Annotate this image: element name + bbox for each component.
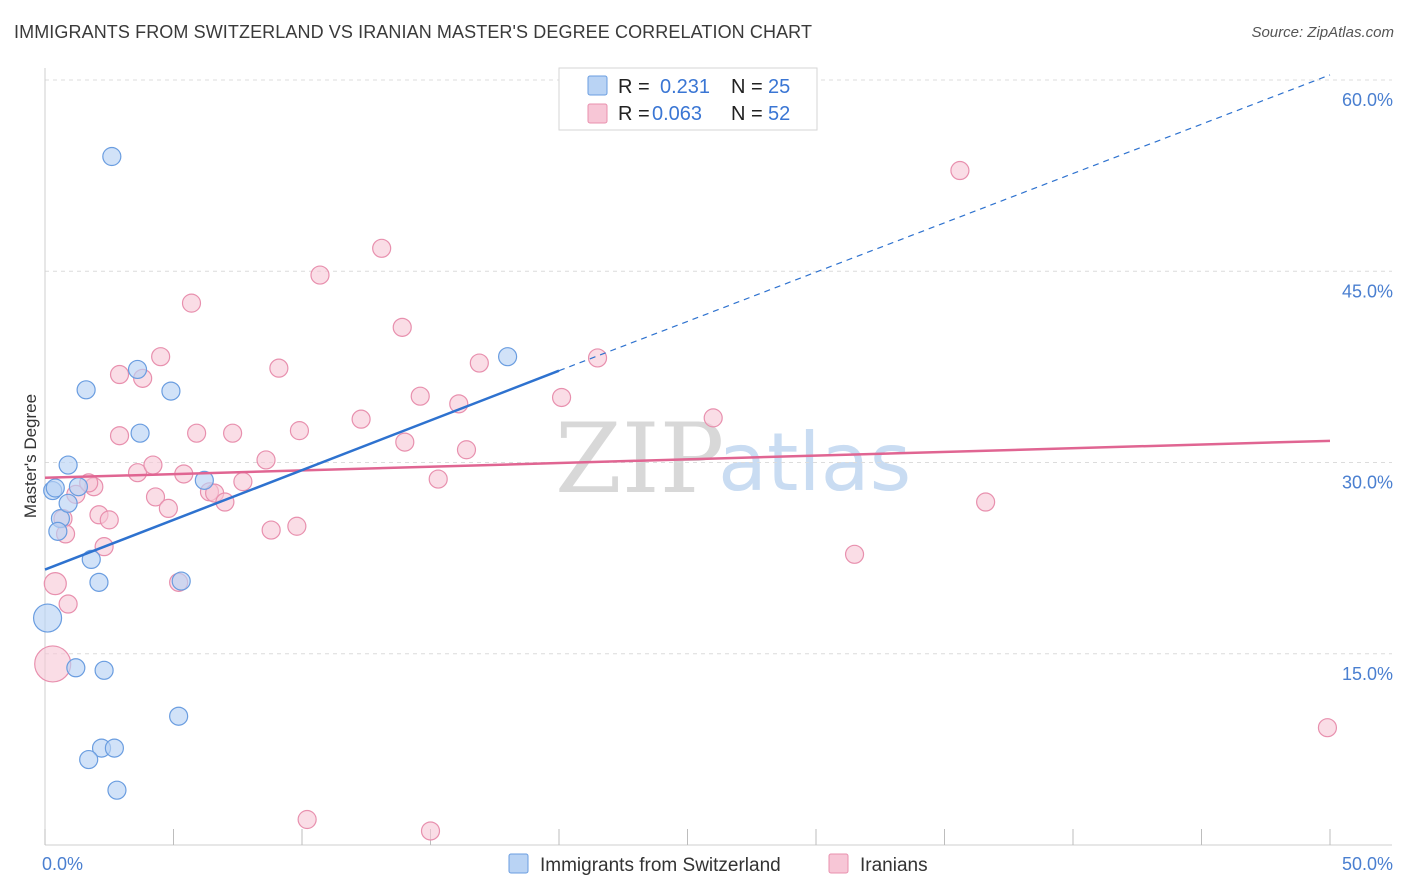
legend-r-value: 0.231	[660, 76, 710, 98]
iranians-point	[256, 450, 276, 470]
series-legend: Immigrants from Switzerland Iranians	[508, 853, 928, 876]
iranians-point	[158, 498, 178, 518]
switzerland-point	[58, 455, 78, 475]
iranians-point	[43, 572, 67, 596]
switzerland-point	[102, 146, 122, 167]
switzerland-point	[94, 660, 114, 680]
iranians-point	[223, 423, 243, 443]
switzerland-point	[107, 780, 127, 800]
iranians-point	[392, 317, 412, 337]
switzerland-point	[45, 478, 65, 498]
iranians-point	[703, 408, 723, 428]
y-tick-label: 15.0%	[1342, 664, 1393, 684]
y-tick-label: 45.0%	[1342, 281, 1393, 301]
x-tick-labels: 0.0% 50.0%	[42, 854, 1393, 874]
switzerland-point	[127, 359, 148, 380]
switzerland-point	[79, 749, 99, 770]
switzerland-point	[194, 470, 214, 490]
switzerland-point	[48, 521, 68, 541]
legend-n-value: 52	[768, 103, 790, 125]
iranians-point	[420, 821, 441, 841]
iranians-point	[109, 426, 130, 446]
legend-n-label: N =	[731, 103, 763, 125]
iranians-point	[261, 520, 281, 540]
y-tick-labels: 15.0% 30.0% 45.0% 60.0%	[1342, 90, 1393, 684]
iranians-point	[287, 516, 307, 536]
switzerland-point	[32, 603, 63, 633]
switzerland-point	[104, 738, 124, 758]
iranians-point	[351, 409, 371, 429]
iranians-point	[844, 544, 865, 564]
switzerland-point	[169, 706, 189, 726]
legend-label-iranians: Iranians	[860, 855, 928, 876]
iranians-trendline	[44, 439, 1331, 480]
iranians-point	[428, 469, 448, 489]
iranians-point	[297, 809, 317, 830]
iranians-point	[1317, 718, 1338, 738]
switzerland-point	[161, 381, 181, 401]
iranians-point	[145, 487, 166, 507]
iranians-point	[372, 238, 392, 258]
y-axis-title: Master's Degree	[21, 394, 40, 518]
trendlines	[44, 74, 1331, 571]
iranians-point	[99, 510, 119, 530]
switzerland-point	[89, 572, 109, 592]
switzerland-point	[58, 493, 78, 513]
legend-n-value: 25	[768, 76, 790, 98]
iranians-point	[34, 645, 72, 683]
iranians-point	[109, 364, 130, 385]
switzerland-trendline-extension	[558, 74, 1331, 372]
switzerland-point	[68, 477, 89, 497]
iranians-point	[151, 347, 171, 367]
y-tick-label: 30.0%	[1342, 473, 1393, 493]
iranians-point	[469, 353, 489, 373]
legend-r-value: 0.063	[652, 103, 702, 125]
chart-title: IMMIGRANTS FROM SWITZERLAND VS IRANIAN M…	[14, 22, 813, 42]
legend-swatch-iranians	[828, 853, 849, 874]
gridlines	[45, 79, 1392, 655]
x-tick-label: 50.0%	[1342, 854, 1393, 874]
x-tick-label: 0.0%	[42, 854, 83, 874]
iranians-point	[289, 421, 310, 441]
iranians-point	[551, 387, 572, 408]
y-tick-label: 60.0%	[1342, 90, 1393, 110]
axes	[44, 68, 1392, 846]
iranians-point	[269, 358, 289, 378]
iranians-point	[127, 463, 148, 483]
switzerland-point	[171, 571, 191, 591]
iranians-point	[950, 160, 970, 181]
switzerland-point	[130, 423, 150, 443]
iranians-point	[976, 492, 996, 512]
switzerland-trendline	[44, 369, 560, 571]
iranians-point	[310, 265, 330, 285]
legend-r-label: R =	[618, 76, 650, 98]
legend-swatch-iranians	[587, 103, 608, 124]
iranians-point	[181, 293, 202, 313]
iranians-point	[410, 386, 430, 406]
correlation-legend: R = 0.231 N = 25 R = 0.063 N = 52	[558, 67, 818, 131]
iranians-point	[143, 455, 163, 475]
switzerland-point	[66, 658, 86, 678]
legend-r-label: R =	[618, 103, 650, 125]
legend-label-switzerland: Immigrants from Switzerland	[540, 855, 781, 876]
iranians-point	[587, 348, 608, 368]
iranians-point	[187, 423, 207, 443]
switzerland-point	[498, 347, 518, 367]
legend-n-label: N =	[731, 76, 763, 98]
source-credit: Source: ZipAtlas.com	[1251, 24, 1394, 41]
switzerland-points	[32, 146, 518, 800]
iranians-point	[456, 440, 477, 460]
iranians-point	[58, 594, 78, 614]
legend-swatch-switzerland	[508, 853, 529, 874]
x-ticks	[44, 829, 1331, 845]
switzerland-point	[76, 380, 96, 400]
iranians-point	[233, 472, 253, 492]
iranians-point	[395, 432, 415, 452]
legend-swatch-switzerland	[587, 75, 608, 96]
